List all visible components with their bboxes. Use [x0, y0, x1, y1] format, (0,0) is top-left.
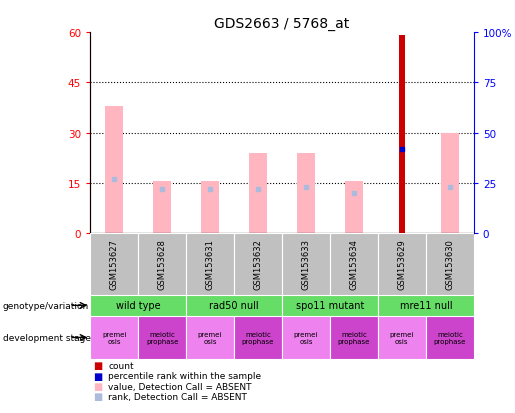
Text: value, Detection Call = ABSENT: value, Detection Call = ABSENT	[108, 382, 252, 391]
Bar	[399, 36, 405, 233]
Bar	[186, 316, 234, 359]
Text: spo11 mutant: spo11 mutant	[296, 301, 364, 311]
Text: meiotic
prophase: meiotic prophase	[146, 331, 178, 344]
Text: wild type: wild type	[116, 301, 160, 311]
Bar	[426, 316, 474, 359]
Text: GSM153630: GSM153630	[445, 239, 454, 290]
Text: meiotic
prophase: meiotic prophase	[434, 331, 466, 344]
Bar	[282, 316, 330, 359]
Bar	[345, 182, 363, 233]
Bar	[330, 233, 378, 295]
Text: rad50 null: rad50 null	[209, 301, 259, 311]
Text: mre11 null: mre11 null	[400, 301, 452, 311]
Bar	[90, 233, 138, 295]
Text: ■: ■	[93, 371, 102, 381]
Bar	[330, 316, 378, 359]
Text: meiotic
prophase: meiotic prophase	[242, 331, 274, 344]
Bar	[138, 316, 186, 359]
Bar	[138, 233, 186, 295]
Bar	[282, 233, 330, 295]
Text: premei
osis: premei osis	[102, 331, 126, 344]
Text: count: count	[108, 361, 134, 370]
Text: percentile rank within the sample: percentile rank within the sample	[108, 371, 261, 380]
Text: premei
osis: premei osis	[390, 331, 414, 344]
Text: GSM153627: GSM153627	[110, 239, 118, 290]
Text: meiotic
prophase: meiotic prophase	[338, 331, 370, 344]
Text: genotype/variation: genotype/variation	[3, 301, 89, 310]
Bar	[90, 295, 186, 316]
Text: GSM153629: GSM153629	[398, 239, 406, 290]
Bar	[297, 153, 315, 233]
Bar	[282, 295, 378, 316]
Bar	[378, 233, 426, 295]
Bar	[90, 316, 138, 359]
Bar	[201, 182, 219, 233]
Text: GDS2663 / 5768_at: GDS2663 / 5768_at	[214, 17, 350, 31]
Bar	[105, 107, 123, 233]
Text: GSM153634: GSM153634	[349, 239, 358, 290]
Text: GSM153632: GSM153632	[253, 239, 263, 290]
Bar	[426, 233, 474, 295]
Text: GSM153631: GSM153631	[205, 239, 215, 290]
Text: GSM153633: GSM153633	[301, 239, 311, 290]
Bar	[186, 295, 282, 316]
Text: development stage: development stage	[3, 333, 91, 342]
Bar	[249, 153, 267, 233]
Text: rank, Detection Call = ABSENT: rank, Detection Call = ABSENT	[108, 392, 247, 401]
Bar	[186, 233, 234, 295]
Text: ■: ■	[93, 392, 102, 401]
Text: premei
osis: premei osis	[198, 331, 222, 344]
Bar	[378, 316, 426, 359]
Bar	[378, 295, 474, 316]
Bar	[234, 233, 282, 295]
Text: ■: ■	[93, 381, 102, 391]
Bar	[441, 133, 459, 233]
Bar	[234, 316, 282, 359]
Text: premei
osis: premei osis	[294, 331, 318, 344]
Bar	[153, 182, 171, 233]
Text: ■: ■	[93, 361, 102, 370]
Text: GSM153628: GSM153628	[158, 239, 166, 290]
